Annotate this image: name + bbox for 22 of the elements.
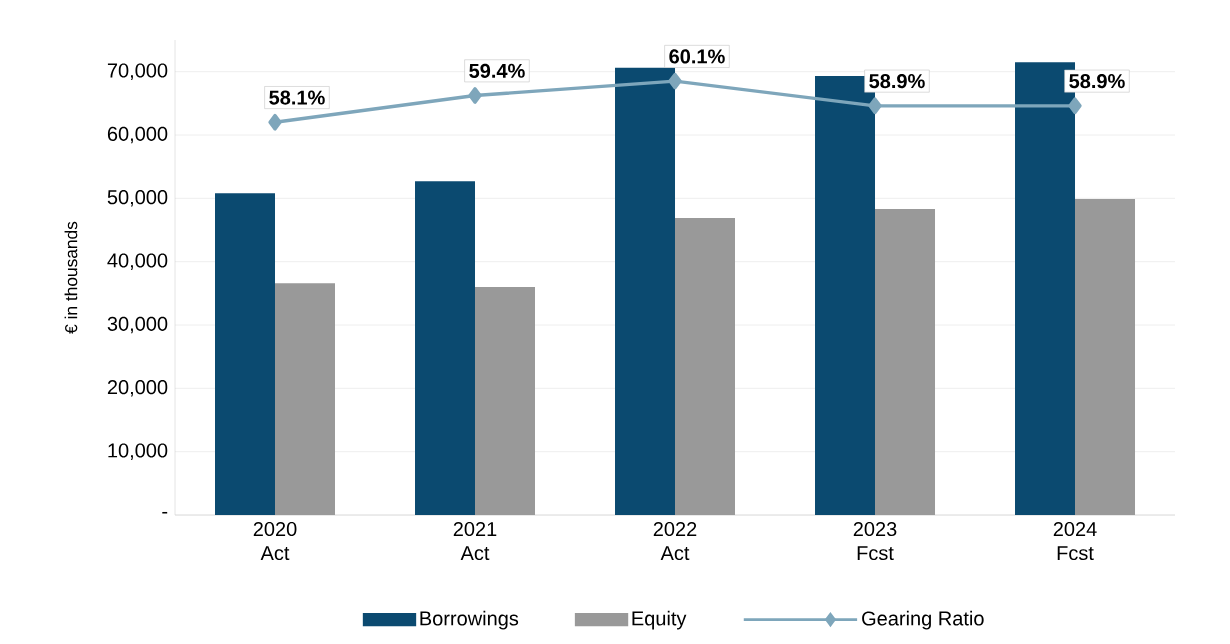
x-tick-label: 2022 Act <box>653 521 697 561</box>
x-tick-label: 2023 Fcst <box>853 521 897 561</box>
data-label: 60.1% <box>669 49 725 64</box>
data-label: 59.4% <box>469 63 525 78</box>
y-tick-label: 10,000 <box>108 443 168 460</box>
x-tick-label: 2024 Fcst <box>1053 521 1097 561</box>
y-tick-label: 60,000 <box>107 126 168 144</box>
y-tick-label: 50,000 <box>107 190 168 207</box>
y-tick-label: 20,000 <box>107 380 168 397</box>
x-tick-label: 2021 Act <box>453 521 497 561</box>
data-label: 58.9% <box>1069 74 1125 89</box>
legend-label: Gearing Ratio <box>862 610 984 630</box>
legend-label: Borrowings <box>420 610 519 630</box>
y-tick-label: 30,000 <box>107 316 168 334</box>
y-tick-label: 40,000 <box>107 253 168 270</box>
x-tick-label: 2020 Act <box>253 521 297 561</box>
y-tick-label: - <box>162 511 168 514</box>
y-axis-title: € in thousands <box>64 221 78 334</box>
y-tick-label: 70,000 <box>107 63 168 80</box>
data-label: 58.9% <box>869 74 925 89</box>
legend-label: Equity <box>632 610 687 630</box>
data-label: 58.1% <box>269 90 325 105</box>
